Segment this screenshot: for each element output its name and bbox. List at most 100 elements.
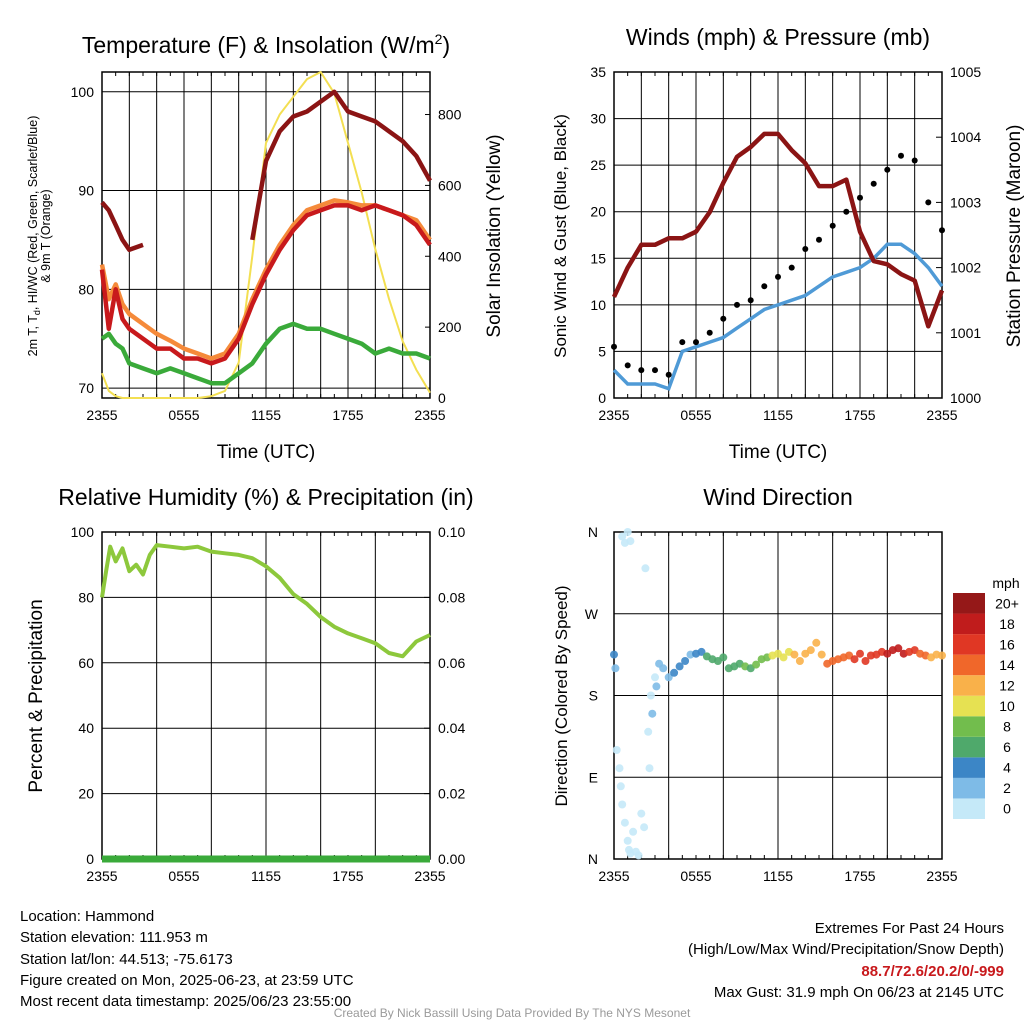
- y2-tick-label: 200: [438, 319, 462, 335]
- y-tick-label: 10: [590, 297, 606, 313]
- colorbar-swatch: [953, 675, 985, 696]
- colorbar-label: 18: [999, 616, 1015, 632]
- direction-ylabel: Direction (Colored By Speed): [552, 585, 571, 806]
- max-gust: Max Gust: 31.9 mph On 06/23 at 2145 UTC: [713, 983, 1004, 1001]
- gust-point: [747, 297, 754, 304]
- temperature-ylabel-line1: 2m T, Td, HI/WC (Red, Green, Scarlet/Blu…: [26, 116, 42, 357]
- direction-point: [651, 673, 659, 682]
- direction-point: [856, 649, 864, 658]
- direction-point: [611, 664, 620, 673]
- y-tick-label: 80: [78, 281, 94, 297]
- x-tick-label: 2355: [598, 407, 629, 423]
- humidity-title: Relative Humidity (%) & Precipitation (i…: [58, 484, 473, 510]
- direction-point: [664, 673, 673, 682]
- gust-point: [857, 194, 863, 201]
- gust-point: [652, 367, 658, 374]
- winds-panel: Winds (mph) & Pressure (mb) Time (UTC) S…: [551, 24, 1024, 463]
- figure-created: Figure created on Mon, 2025-06-23, at 23…: [20, 971, 354, 989]
- direction-point: [817, 650, 826, 659]
- direction-point: [752, 660, 761, 669]
- x-tick-label: 2355: [414, 868, 445, 884]
- station-elevation: Station elevation: 111.953 m: [20, 929, 208, 947]
- recent-data-timestamp: Most recent data timestamp: 2025/06/23 2…: [20, 993, 352, 1011]
- colorbar-swatch: [953, 757, 985, 778]
- direction-point: [670, 668, 679, 677]
- extremes-values: 88.7/72.6/20.2/0/-999: [861, 962, 1004, 980]
- colorbar-swatch: [953, 716, 985, 737]
- y2-tick-label: 600: [438, 177, 462, 193]
- direction-point: [618, 532, 627, 541]
- x-tick-label: 2355: [598, 868, 629, 884]
- colorbar-swatch: [953, 654, 985, 676]
- direction-point: [697, 647, 706, 656]
- direction-point: [620, 818, 629, 827]
- temp_9m-line: [100, 89, 432, 253]
- gust-point: [843, 208, 850, 215]
- gust-point: [884, 166, 891, 173]
- colorbar-label: 10: [999, 698, 1015, 714]
- y2-tick-label: 1001: [950, 325, 981, 341]
- y2-tick-label: 0: [438, 390, 446, 406]
- y-tick-label: 40: [78, 720, 94, 736]
- colorbar-swatch: [953, 613, 985, 635]
- y2-tick-label: 1003: [950, 194, 981, 210]
- y2-tick-label: 0.06: [438, 655, 465, 671]
- gust-point: [679, 339, 686, 346]
- temperature-xlabel: Time (UTC): [217, 442, 316, 463]
- pressure-y2label: Station Pressure (Maroon): [1004, 125, 1024, 348]
- direction-point: [938, 651, 946, 660]
- colorbar-label: 14: [999, 657, 1015, 673]
- y-tick-label: 70: [78, 380, 94, 396]
- x-tick-label: 1755: [844, 407, 875, 423]
- x-tick-label: 2355: [926, 407, 957, 423]
- direction-point: [675, 662, 684, 671]
- y-tick-label: 5: [598, 343, 606, 359]
- y-tick-label: 20: [78, 786, 94, 802]
- y2-tick-label: 400: [438, 248, 462, 264]
- direction-point: [795, 657, 804, 665]
- gust-point: [775, 273, 781, 280]
- colorbar-label: 16: [999, 636, 1015, 652]
- station-latlon: Station lat/lon: 44.513; -75.6173: [20, 950, 233, 968]
- x-tick-label: 1755: [332, 868, 363, 884]
- direction-point: [659, 664, 668, 673]
- colorbar-swatch: [953, 695, 985, 717]
- direction-point: [779, 653, 788, 662]
- y-tick-label: 20: [590, 204, 606, 220]
- temperature-title: Temperature (F) & Insolation (W/m2): [82, 31, 450, 58]
- colorbar-swatch: [953, 736, 985, 758]
- extremes-title: Extremes For Past 24 Hours: [814, 920, 1004, 937]
- direction-point: [615, 764, 624, 773]
- direction-point: [626, 537, 635, 546]
- x-tick-label: 1155: [251, 868, 281, 884]
- y-tick-label: S: [589, 688, 598, 704]
- y-tick-label: 100: [71, 524, 95, 540]
- y2-tick-label: 0.10: [438, 524, 465, 540]
- winds-ylabel: Sonic Wind & Gust (Blue, Black): [551, 114, 570, 358]
- colorbar-swatch: [953, 634, 985, 655]
- x-tick-label: 0555: [168, 407, 199, 423]
- y2-tick-label: 0.00: [438, 851, 465, 867]
- y-tick-label: 60: [78, 655, 94, 671]
- direction-point: [610, 650, 618, 659]
- gust-point: [638, 367, 645, 374]
- dewpoint-line: [100, 321, 431, 386]
- direction-point: [894, 644, 903, 653]
- y2-tick-label: 800: [438, 107, 462, 123]
- y-tick-label: 30: [590, 111, 606, 127]
- direction-point: [645, 764, 654, 773]
- x-tick-label: 0555: [168, 868, 199, 884]
- x-tick-label: 2355: [926, 868, 957, 884]
- x-tick-label: 2355: [414, 407, 445, 423]
- humidity-ylabel: Percent & Precipitation: [26, 599, 47, 792]
- y-tick-label: N: [588, 524, 598, 540]
- gust-point: [911, 157, 918, 164]
- gust-point: [706, 329, 713, 336]
- colorbar-label: 8: [1003, 719, 1011, 735]
- direction-point: [618, 800, 627, 809]
- colorbar-label: 20+: [995, 595, 1019, 611]
- y-tick-label: 35: [590, 64, 606, 80]
- gust-point: [925, 199, 932, 206]
- pressure-line: [611, 131, 945, 329]
- extremes-subtitle: (High/Low/Max Wind/Precipitation/Snow De…: [688, 941, 1004, 959]
